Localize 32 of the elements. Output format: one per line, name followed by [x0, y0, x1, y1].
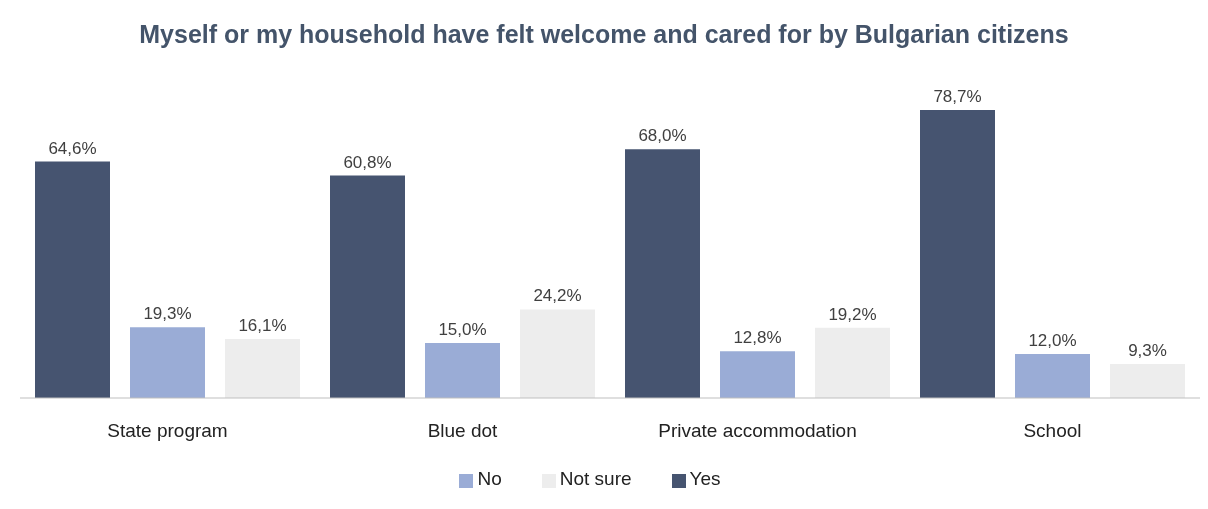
data-label: 9,3%	[1128, 340, 1167, 360]
bar	[920, 110, 995, 398]
x-tick-label: State program	[107, 420, 228, 442]
data-label: 24,2%	[533, 286, 582, 306]
bar	[720, 351, 795, 398]
x-tick-label: Private accommodation	[658, 420, 857, 442]
data-label: 12,0%	[1028, 331, 1077, 351]
bar	[625, 149, 700, 398]
x-tick-label: School	[1023, 420, 1082, 442]
bar	[35, 161, 110, 398]
data-label: 68,0%	[638, 126, 687, 146]
data-label: 16,1%	[238, 316, 287, 336]
bar	[815, 327, 890, 398]
bar	[425, 343, 500, 398]
data-label: 12,8%	[733, 328, 782, 348]
data-label: 19,3%	[143, 304, 192, 324]
data-label: 19,2%	[828, 304, 877, 324]
legend-label: Not sure	[559, 468, 632, 489]
bar	[1110, 363, 1185, 398]
data-label: 15,0%	[438, 320, 487, 340]
data-label: 64,6%	[48, 138, 97, 158]
bar	[130, 327, 205, 398]
legend-label: No	[477, 468, 502, 489]
x-tick-label: Blue dot	[427, 420, 499, 442]
bar	[330, 175, 405, 398]
data-label: 60,8%	[343, 152, 392, 172]
bar	[225, 339, 300, 398]
bar	[1015, 354, 1090, 398]
legend-label: Yes	[689, 468, 721, 489]
bar	[520, 309, 595, 398]
data-label: 78,7%	[933, 87, 982, 106]
chart-title: Myself or my household have felt welcome and cared for by Bulgarian citizens	[138, 19, 1070, 50]
